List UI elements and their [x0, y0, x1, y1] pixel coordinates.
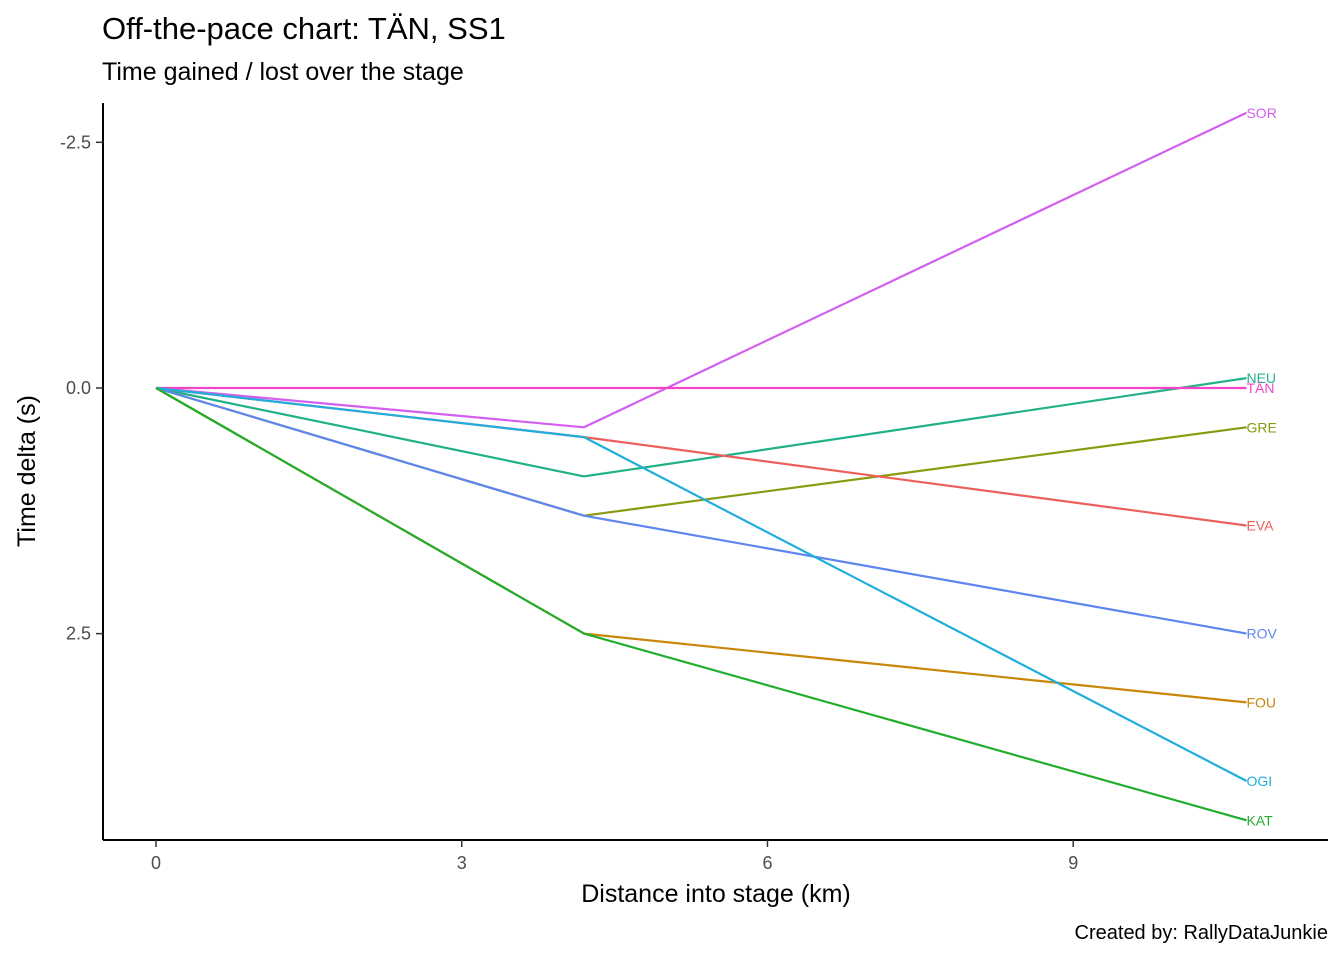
x-axis-title: Distance into stage (km) [581, 880, 851, 908]
chart-title: Off-the-pace chart: TÄN, SS1 [102, 11, 506, 46]
series-line-kat [155, 387, 1247, 822]
series-line-ogi [155, 386, 1248, 782]
x-tick-label: 3 [457, 853, 467, 873]
y-tick-label: 2.5 [66, 624, 91, 644]
series-label: NEU [1246, 370, 1276, 386]
series-lines [155, 111, 1248, 822]
chart-caption: Created by: RallyDataJunkie [1074, 922, 1328, 944]
chart-subtitle: Time gained / lost over the stage [102, 58, 464, 86]
series-label: OGI [1246, 773, 1272, 789]
y-tick-label: 0.0 [66, 378, 91, 398]
axes: 0 3 6 9 -2.5 0.0 2.5 [60, 103, 1328, 873]
series-label: EVA [1246, 518, 1274, 534]
series-label: ROV [1246, 626, 1277, 642]
series-line-eva [155, 386, 1247, 527]
series-label: FOU [1246, 694, 1276, 710]
series-line-neu [155, 377, 1247, 478]
x-tick-label: 0 [151, 853, 161, 873]
y-axis-title: Time delta (s) [13, 395, 41, 547]
series-label: TÄN [1246, 380, 1274, 396]
series-label: GRE [1246, 419, 1276, 435]
series-label: SOR [1246, 105, 1276, 121]
x-tick-label: 9 [1068, 853, 1078, 873]
series-line-sor [155, 111, 1247, 429]
series-line-rov [155, 386, 1247, 635]
y-tick-label: -2.5 [60, 132, 91, 152]
x-tick-label: 6 [762, 853, 772, 873]
series-line-fou [155, 387, 1247, 704]
series-label: KAT [1246, 812, 1273, 828]
